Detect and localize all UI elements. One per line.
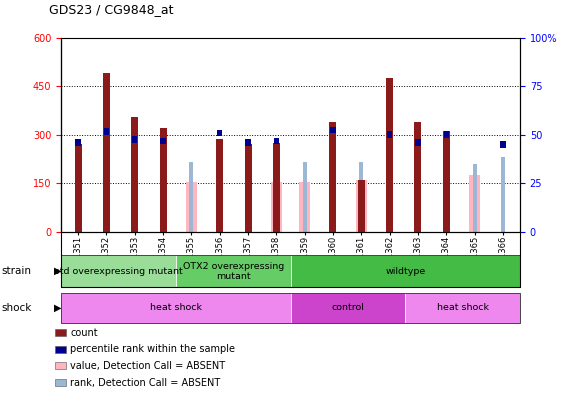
Text: heat shock: heat shock [150, 303, 202, 312]
Bar [501, 157, 505, 232]
Bar [216, 139, 223, 232]
Bar [160, 128, 167, 232]
Bar [303, 162, 307, 232]
Bar [472, 164, 477, 232]
Bar [245, 139, 250, 146]
Text: heat shock: heat shock [436, 303, 489, 312]
Text: control: control [331, 303, 364, 312]
Text: count: count [70, 327, 98, 338]
Text: value, Detection Call = ABSENT: value, Detection Call = ABSENT [70, 361, 225, 371]
Bar [104, 128, 109, 135]
Bar [415, 139, 421, 146]
Bar [271, 181, 282, 232]
Bar [359, 162, 364, 232]
Text: wildtype: wildtype [385, 267, 425, 276]
Bar [331, 127, 336, 133]
Bar [387, 131, 392, 138]
Bar [414, 122, 421, 232]
Bar [189, 162, 193, 232]
Bar [356, 180, 367, 232]
Bar [132, 136, 137, 143]
Bar [131, 117, 138, 232]
Bar [444, 131, 449, 138]
Text: rank, Detection Call = ABSENT: rank, Detection Call = ABSENT [70, 377, 221, 388]
Text: percentile rank within the sample: percentile rank within the sample [70, 344, 235, 354]
Bar [469, 175, 480, 232]
Bar [299, 181, 310, 232]
Text: OTX2 overexpressing
mutant: OTX2 overexpressing mutant [182, 262, 284, 281]
Bar [273, 143, 280, 232]
Bar [186, 181, 197, 232]
Text: shock: shock [1, 303, 31, 313]
Bar [274, 138, 279, 144]
Bar [386, 78, 393, 232]
Text: ▶: ▶ [54, 303, 62, 313]
Bar [329, 122, 336, 232]
Bar [500, 141, 505, 148]
Bar [217, 130, 222, 136]
Bar [246, 166, 250, 232]
Bar [74, 144, 81, 232]
Text: GDS23 / CG9848_at: GDS23 / CG9848_at [49, 3, 174, 16]
Bar [443, 131, 450, 232]
Bar [76, 139, 81, 146]
Bar [103, 73, 110, 232]
Bar [358, 180, 365, 232]
Text: strain: strain [1, 266, 31, 276]
Bar [245, 144, 252, 232]
Bar [160, 138, 166, 144]
Text: ▶: ▶ [54, 266, 62, 276]
Text: otd overexpressing mutant: otd overexpressing mutant [54, 267, 183, 276]
